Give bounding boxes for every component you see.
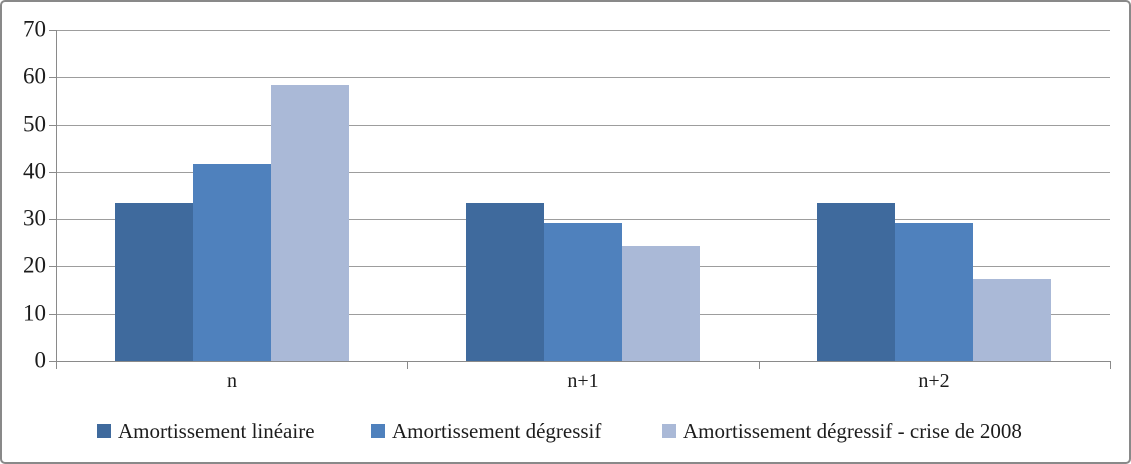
- legend-swatch-icon: [97, 424, 111, 438]
- y-axis-tick: [49, 77, 56, 78]
- x-axis-tick: [56, 361, 57, 369]
- bar-n+1-series2: [544, 223, 622, 361]
- y-axis-label: 40: [23, 158, 46, 184]
- legend-label: Amortissement dégressif - crise de 2008: [683, 418, 1022, 443]
- bar-n-series3: [271, 85, 349, 361]
- x-axis-label: n+2: [918, 370, 950, 392]
- y-axis-label: 30: [23, 205, 46, 231]
- y-axis-label: 0: [34, 347, 47, 373]
- legend-swatch-icon: [662, 424, 676, 438]
- gridline: [56, 125, 1110, 126]
- gridline: [56, 172, 1110, 173]
- y-axis-tick: [49, 125, 56, 126]
- y-axis-label: 50: [23, 111, 46, 137]
- legend-entry: Amortissement linéaire: [97, 418, 315, 444]
- x-axis-line: [56, 361, 1110, 362]
- y-axis-tick: [49, 30, 56, 31]
- legend-entry: Amortissement dégressif: [371, 418, 601, 444]
- bar-n+2-series3: [973, 279, 1051, 361]
- bar-n+1-series1: [466, 203, 544, 361]
- gridline: [56, 219, 1110, 220]
- y-axis-label: 70: [23, 16, 46, 42]
- bar-n+1-series3: [622, 246, 700, 361]
- x-axis-label: n+1: [567, 370, 599, 392]
- legend-label: Amortissement dégressif: [392, 418, 602, 443]
- y-axis-tick: [49, 219, 56, 220]
- y-axis-line: [56, 30, 57, 361]
- bar-n+2-series1: [817, 203, 895, 361]
- x-axis-label: n: [227, 370, 237, 392]
- bar-n-series2: [193, 164, 271, 361]
- x-axis-tick: [407, 361, 408, 369]
- bar-n-series1: [115, 203, 193, 361]
- legend-label: Amortissement linéaire: [118, 418, 315, 443]
- y-axis-label: 20: [23, 252, 46, 278]
- bar-n+2-series2: [895, 223, 973, 361]
- x-axis-tick: [1110, 361, 1111, 369]
- y-axis-tick: [49, 172, 56, 173]
- legend-entry: Amortissement dégressif - crise de 2008: [662, 418, 1022, 444]
- y-axis-label: 10: [23, 300, 46, 326]
- gridline: [56, 77, 1110, 78]
- legend-swatch-icon: [371, 424, 385, 438]
- y-axis-tick: [49, 266, 56, 267]
- y-axis-tick: [49, 314, 56, 315]
- y-axis-tick: [49, 361, 56, 362]
- x-axis-tick: [759, 361, 760, 369]
- y-axis-label: 60: [23, 63, 46, 89]
- gridline: [56, 30, 1110, 31]
